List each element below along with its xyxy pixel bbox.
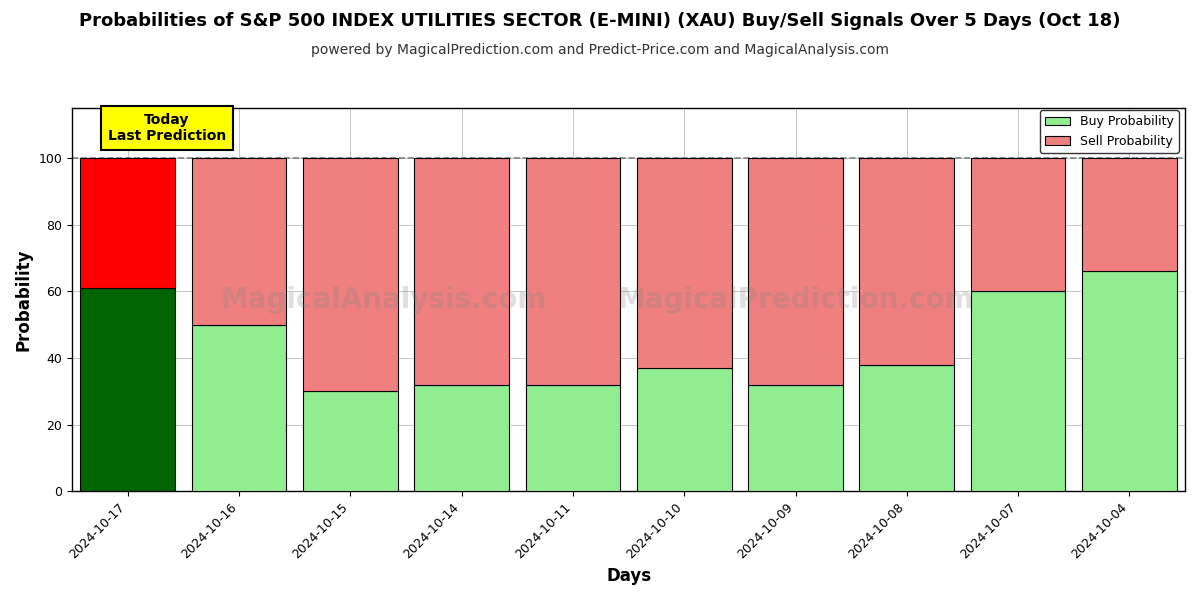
Bar: [414, 158, 509, 385]
Text: powered by MagicalPrediction.com and Predict-Price.com and MagicalAnalysis.com: powered by MagicalPrediction.com and Pre…: [311, 43, 889, 57]
Bar: [80, 158, 175, 288]
Bar: [80, 288, 175, 491]
Bar: [637, 368, 732, 491]
Bar: [192, 158, 287, 325]
Bar: [414, 385, 509, 491]
Bar: [304, 391, 397, 491]
Text: MagicalAnalysis.com: MagicalAnalysis.com: [221, 286, 547, 314]
X-axis label: Days: Days: [606, 567, 652, 585]
Text: MagicalPrediction.com: MagicalPrediction.com: [617, 286, 973, 314]
Bar: [637, 158, 732, 368]
Bar: [192, 325, 287, 491]
Bar: [526, 158, 620, 385]
Bar: [526, 385, 620, 491]
Bar: [1082, 158, 1177, 271]
Bar: [1082, 271, 1177, 491]
Bar: [749, 385, 842, 491]
Bar: [304, 158, 397, 391]
Bar: [749, 158, 842, 385]
Y-axis label: Probability: Probability: [16, 248, 34, 351]
Text: Probabilities of S&P 500 INDEX UTILITIES SECTOR (E-MINI) (XAU) Buy/Sell Signals : Probabilities of S&P 500 INDEX UTILITIES…: [79, 12, 1121, 30]
Bar: [971, 292, 1066, 491]
Text: Today
Last Prediction: Today Last Prediction: [108, 113, 226, 143]
Bar: [859, 158, 954, 365]
Bar: [859, 365, 954, 491]
Bar: [971, 158, 1066, 292]
Legend: Buy Probability, Sell Probability: Buy Probability, Sell Probability: [1040, 110, 1178, 152]
